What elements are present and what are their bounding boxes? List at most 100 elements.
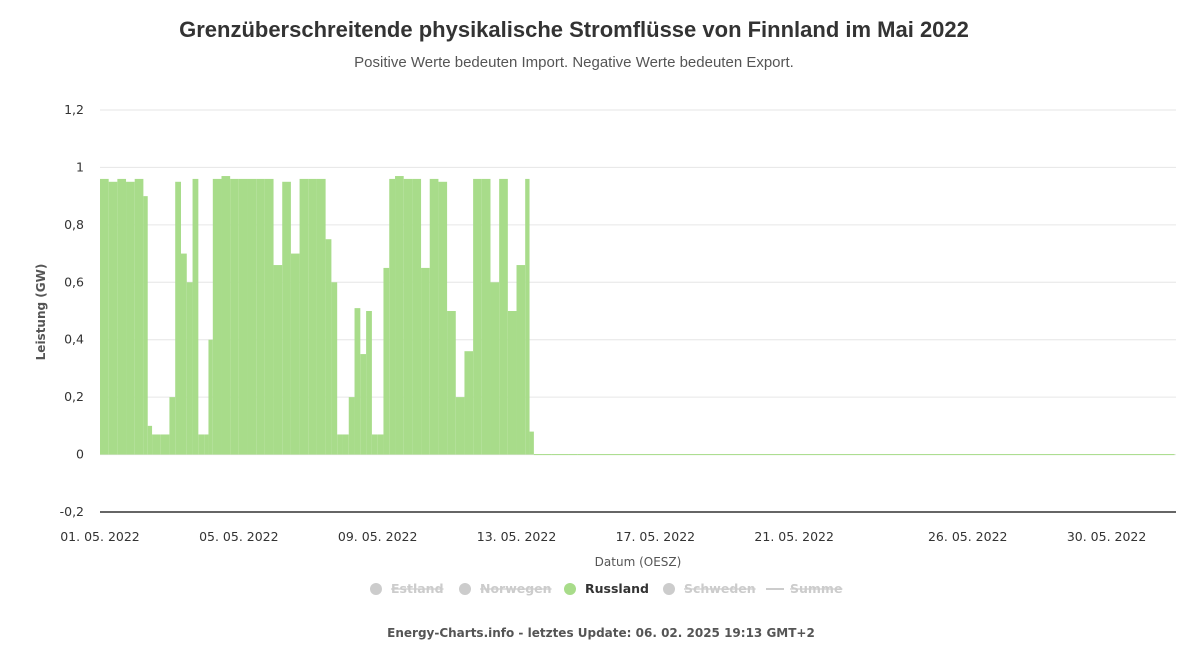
russland-bar[interactable] (282, 181, 291, 455)
x-tick-label: 13. 05. 2022 (477, 529, 557, 544)
y-tick-label: 0,8 (64, 217, 84, 232)
russland-bar[interactable] (464, 351, 474, 455)
russland-bar[interactable] (143, 196, 148, 455)
russland-bar[interactable] (499, 178, 508, 455)
russland-bar[interactable] (160, 434, 170, 455)
russland-bar[interactable] (316, 178, 326, 455)
russland-bar[interactable] (238, 178, 248, 455)
russland-bar[interactable] (395, 176, 404, 455)
legend-marker-icon[interactable] (663, 583, 675, 595)
russland-bar[interactable] (455, 397, 465, 455)
russland-bar[interactable] (108, 181, 118, 455)
russland-bar[interactable] (429, 178, 439, 455)
russland-bar[interactable] (212, 178, 222, 455)
y-tick-label: -0,2 (60, 504, 84, 519)
russland-bar[interactable] (308, 178, 317, 455)
legend-marker-icon[interactable] (459, 583, 471, 595)
legend-item[interactable]: Estland (391, 581, 444, 596)
russland-bar[interactable] (525, 178, 530, 455)
russland-bar[interactable] (169, 397, 176, 455)
russland-bar[interactable] (507, 311, 517, 455)
legend-marker-icon[interactable] (564, 583, 576, 595)
y-axis-title: Leistung (GW) (34, 264, 48, 361)
x-tick-label: 21. 05. 2022 (754, 529, 834, 544)
russland-bar[interactable] (247, 178, 257, 455)
russland-bar[interactable] (198, 434, 205, 455)
y-tick-label: 0,2 (64, 389, 84, 404)
legend-item[interactable]: Russland (585, 581, 649, 596)
russland-bar[interactable] (447, 311, 456, 455)
russland-bar[interactable] (192, 178, 199, 455)
russland-bar[interactable] (152, 434, 161, 455)
russland-bar[interactable] (331, 282, 338, 455)
russland-series-area[interactable] (100, 176, 1175, 456)
russland-bar[interactable] (348, 397, 355, 455)
y-tick-label: 1,2 (64, 102, 84, 117)
russland-bar[interactable] (371, 434, 378, 455)
russland-bar[interactable] (366, 311, 372, 455)
legend: Estland Norwegen Russland Schweden Summe (370, 581, 842, 596)
russland-bar[interactable] (551, 454, 569, 456)
russland-bar[interactable] (516, 265, 526, 455)
russland-bar[interactable] (299, 178, 309, 455)
russland-bar[interactable] (290, 253, 300, 455)
russland-bar[interactable] (208, 339, 213, 455)
russland-bar[interactable] (342, 434, 349, 455)
russland-bar[interactable] (412, 178, 422, 455)
x-tick-label: 26. 05. 2022 (928, 529, 1008, 544)
russland-bar[interactable] (221, 176, 231, 455)
footer-credit: Energy-Charts.info - letztes Update: 06.… (387, 626, 815, 640)
y-tick-label: 0,4 (64, 332, 84, 347)
y-tick-label: 0 (76, 447, 84, 462)
russland-bar[interactable] (542, 454, 552, 456)
russland-bar[interactable] (568, 454, 578, 456)
legend-item[interactable]: Norwegen (480, 581, 552, 596)
russland-bar[interactable] (490, 282, 500, 455)
russland-bar[interactable] (325, 239, 332, 455)
russland-bar[interactable] (256, 178, 265, 455)
russland-bar[interactable] (264, 178, 274, 455)
russland-bar[interactable] (377, 434, 384, 455)
russland-bar[interactable] (100, 178, 109, 455)
russland-bar[interactable] (360, 354, 367, 455)
x-tick-labels: 01. 05. 2022 05. 05. 2022 09. 05. 2022 13. … (60, 529, 1146, 544)
russland-bar[interactable] (473, 178, 482, 455)
russland-bar[interactable] (273, 265, 283, 455)
russland-bar[interactable] (438, 181, 448, 455)
russland-bar[interactable] (147, 425, 153, 455)
y-tick-labels: -0,2 0 0,2 0,4 0,6 0,8 1 1,2 (60, 102, 84, 519)
russland-bar[interactable] (577, 454, 760, 456)
russland-bar[interactable] (117, 178, 127, 455)
x-tick-label: 09. 05. 2022 (338, 529, 418, 544)
russland-bar[interactable] (389, 178, 396, 455)
x-tick-label: 17. 05. 2022 (616, 529, 696, 544)
russland-bar[interactable] (337, 434, 343, 455)
y-tick-label: 0,6 (64, 274, 84, 289)
russland-bar[interactable] (403, 178, 413, 455)
x-tick-label: 30. 05. 2022 (1067, 529, 1147, 544)
russland-bar[interactable] (481, 178, 491, 455)
russland-bar[interactable] (354, 308, 361, 455)
russland-bar[interactable] (126, 181, 135, 455)
chart-title: Grenzüberschreitende physikalische Strom… (179, 17, 969, 42)
russland-bar[interactable] (383, 267, 390, 455)
russland-bar[interactable] (759, 454, 1175, 456)
russland-bar[interactable] (533, 454, 543, 456)
russland-bar[interactable] (230, 178, 239, 455)
x-tick-label: 01. 05. 2022 (60, 529, 140, 544)
russland-bar[interactable] (204, 434, 209, 455)
chart-subtitle: Positive Werte bedeuten Import. Negative… (354, 54, 794, 71)
russland-bar[interactable] (175, 181, 181, 455)
russland-bar[interactable] (134, 178, 144, 455)
x-tick-label: 05. 05. 2022 (199, 529, 279, 544)
legend-item[interactable]: Schweden (684, 581, 756, 596)
russland-bar[interactable] (421, 267, 430, 455)
russland-bar[interactable] (529, 431, 534, 455)
y-tick-label: 1 (76, 159, 84, 174)
russland-bar[interactable] (180, 253, 187, 455)
legend-marker-icon[interactable] (370, 583, 382, 595)
legend-item[interactable]: Summe (790, 581, 842, 596)
x-axis-title: Datum (OESZ) (595, 555, 682, 569)
russland-bar[interactable] (186, 282, 193, 455)
